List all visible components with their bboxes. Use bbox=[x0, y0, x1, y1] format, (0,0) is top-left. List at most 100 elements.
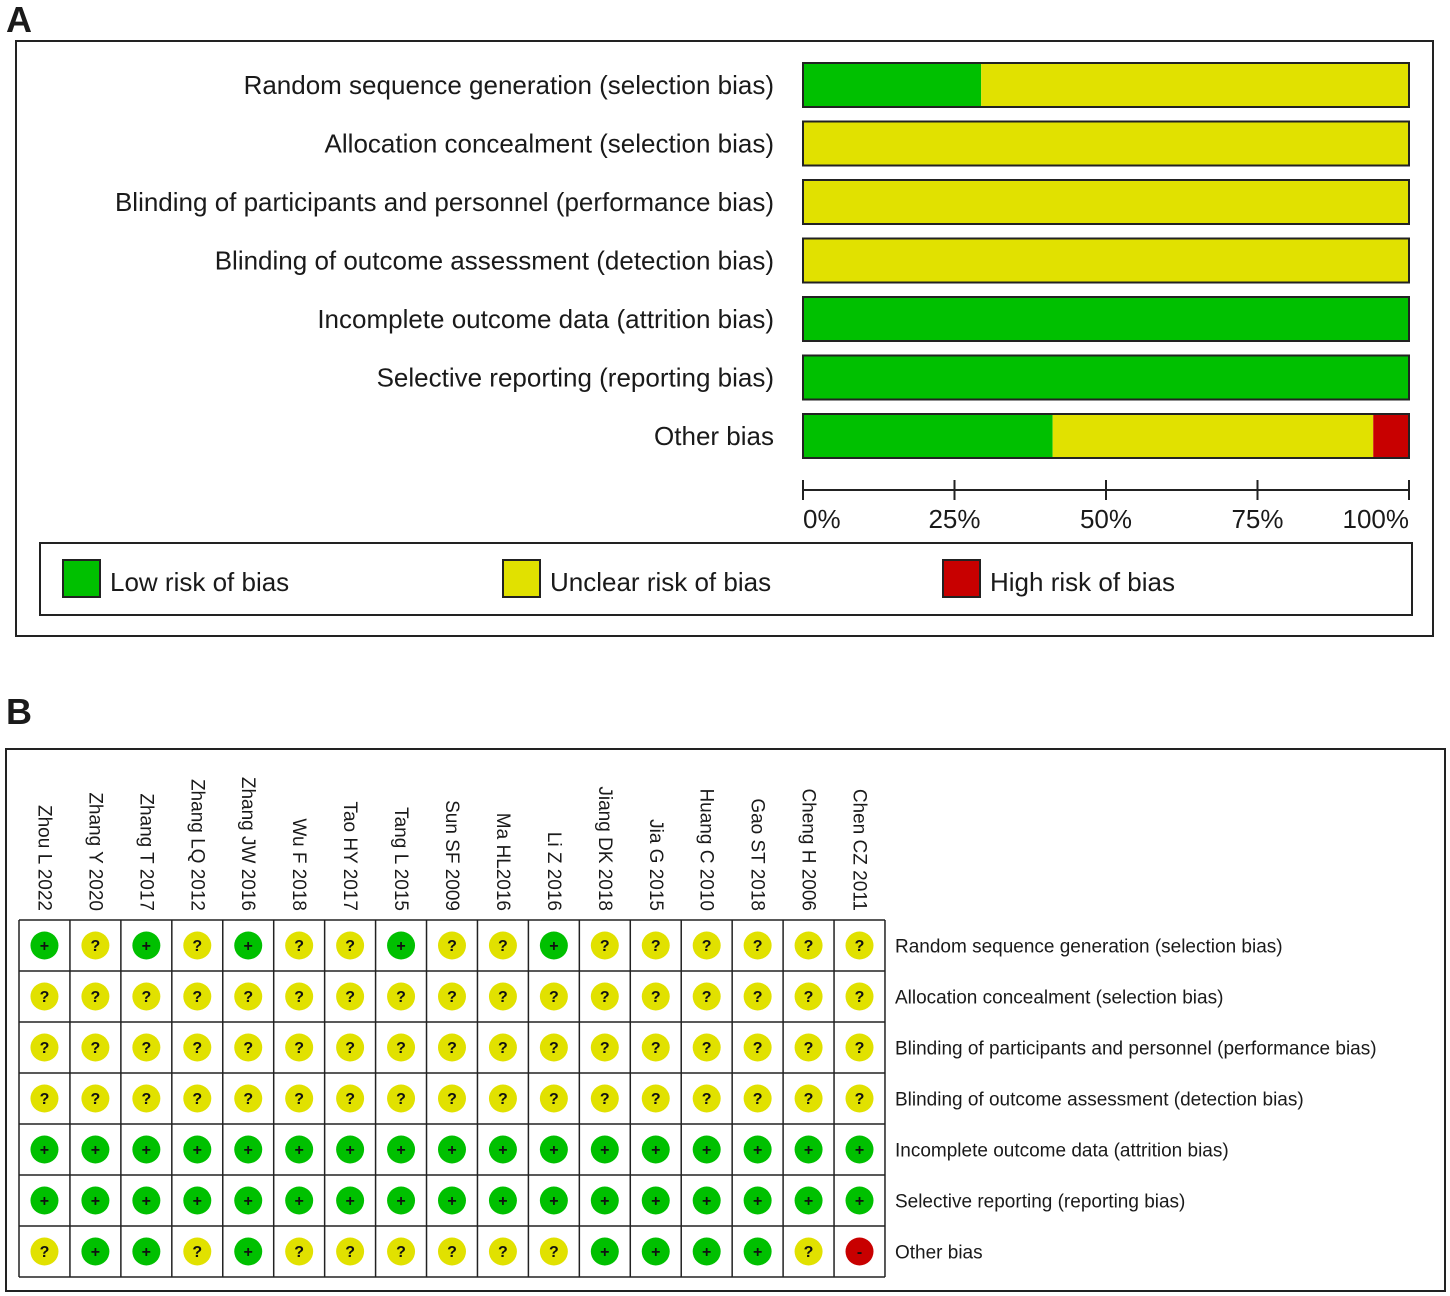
judgement-low-icon bbox=[488, 1186, 517, 1215]
judgement-symbol: ? bbox=[702, 1091, 712, 1108]
judgement-low-icon bbox=[743, 1186, 772, 1215]
domain-label: Allocation concealment (selection bias) bbox=[895, 988, 1223, 1009]
judgement-symbol: ? bbox=[855, 938, 865, 955]
judgement-low-icon bbox=[641, 1237, 670, 1266]
judgement-unclear-icon bbox=[590, 931, 619, 960]
judgement-symbol: ? bbox=[549, 1244, 559, 1261]
judgement-low-icon bbox=[132, 1186, 161, 1215]
judgement-symbol: + bbox=[651, 1244, 660, 1261]
panel-a-frame bbox=[15, 40, 1434, 637]
judgement-symbol: ? bbox=[498, 938, 508, 955]
judgement-unclear-icon bbox=[692, 1084, 721, 1113]
judgement-symbol: + bbox=[753, 1244, 762, 1261]
judgement-symbol: ? bbox=[396, 1040, 406, 1057]
judgement-symbol: ? bbox=[702, 1040, 712, 1057]
judgement-symbol: + bbox=[702, 1142, 711, 1159]
judgement-low-icon bbox=[794, 1135, 823, 1164]
study-label: Ma HL2016 bbox=[492, 813, 513, 911]
judgement-low-icon bbox=[30, 931, 59, 960]
judgement-symbol: ? bbox=[345, 1244, 355, 1261]
judgement-symbol: ? bbox=[498, 1244, 508, 1261]
judgement-symbol: + bbox=[193, 1142, 202, 1159]
bar-outline bbox=[802, 413, 1410, 459]
judgement-unclear-icon bbox=[437, 931, 466, 960]
judgement-low-icon bbox=[590, 1237, 619, 1266]
judgement-high-icon bbox=[845, 1237, 874, 1266]
judgement-symbol: ? bbox=[600, 1040, 610, 1057]
judgement-unclear-icon bbox=[845, 1084, 874, 1113]
judgement-symbol: ? bbox=[447, 1040, 457, 1057]
judgement-unclear-icon bbox=[387, 1237, 416, 1266]
judgement-symbol: + bbox=[345, 1142, 354, 1159]
judgement-low-icon bbox=[81, 1135, 110, 1164]
domain-label: Other bias bbox=[895, 1243, 983, 1264]
judgement-symbol: ? bbox=[600, 938, 610, 955]
judgement-unclear-icon bbox=[132, 1084, 161, 1113]
judgement-symbol: ? bbox=[498, 1091, 508, 1108]
judgement-symbol: + bbox=[498, 1193, 507, 1210]
judgement-unclear-icon bbox=[30, 1084, 59, 1113]
judgement-symbol: + bbox=[447, 1193, 456, 1210]
judgement-symbol: + bbox=[447, 1142, 456, 1159]
judgement-unclear-icon bbox=[641, 1084, 670, 1113]
judgement-symbol: ? bbox=[855, 1040, 865, 1057]
judgement-unclear-icon bbox=[437, 1084, 466, 1113]
judgement-unclear-icon bbox=[437, 1033, 466, 1062]
judgement-unclear-icon bbox=[387, 1084, 416, 1113]
judgement-symbol: ? bbox=[549, 1091, 559, 1108]
judgement-symbol: ? bbox=[294, 989, 304, 1006]
judgement-unclear-icon bbox=[743, 1084, 772, 1113]
judgement-symbol: ? bbox=[91, 989, 101, 1006]
judgement-unclear-icon bbox=[590, 1033, 619, 1062]
judgement-symbol: ? bbox=[804, 938, 814, 955]
judgement-symbol: ? bbox=[345, 938, 355, 955]
judgement-unclear-icon bbox=[488, 982, 517, 1011]
judgement-symbol: + bbox=[193, 1193, 202, 1210]
judgement-unclear-icon bbox=[285, 1084, 314, 1113]
judgement-symbol: + bbox=[294, 1193, 303, 1210]
judgement-unclear-icon bbox=[743, 982, 772, 1011]
judgement-unclear-icon bbox=[641, 982, 670, 1011]
judgement-low-icon bbox=[285, 1186, 314, 1215]
x-tick-label: 50% bbox=[1080, 504, 1132, 534]
legend-box bbox=[39, 542, 1413, 616]
bar-segment-high bbox=[1373, 414, 1409, 458]
judgement-symbol: + bbox=[753, 1142, 762, 1159]
category-label: Incomplete outcome data (attrition bias) bbox=[317, 304, 774, 334]
judgement-unclear-icon bbox=[743, 931, 772, 960]
judgement-symbol: ? bbox=[804, 1244, 814, 1261]
judgement-symbol: + bbox=[651, 1142, 660, 1159]
judgement-symbol: ? bbox=[243, 989, 253, 1006]
judgement-symbol: ? bbox=[192, 1091, 202, 1108]
judgement-symbol: ? bbox=[447, 1091, 457, 1108]
judgement-unclear-icon bbox=[336, 982, 365, 1011]
judgement-low-icon bbox=[387, 931, 416, 960]
judgement-symbol: ? bbox=[40, 1040, 50, 1057]
judgement-unclear-icon bbox=[183, 931, 212, 960]
judgement-symbol: ? bbox=[753, 1091, 763, 1108]
judgement-unclear-icon bbox=[743, 1033, 772, 1062]
judgement-symbol: ? bbox=[549, 989, 559, 1006]
bar-outline bbox=[802, 237, 1410, 284]
x-tick-label: 25% bbox=[928, 504, 980, 534]
judgement-symbol: ? bbox=[40, 989, 50, 1006]
judgement-symbol: ? bbox=[192, 1244, 202, 1261]
judgement-symbol: ? bbox=[91, 1091, 101, 1108]
judgement-symbol: ? bbox=[345, 989, 355, 1006]
judgement-unclear-icon bbox=[285, 982, 314, 1011]
judgement-low-icon bbox=[641, 1186, 670, 1215]
bar-segment-unclear bbox=[803, 238, 1409, 283]
judgement-symbol: + bbox=[702, 1193, 711, 1210]
legend-label-unclear: Unclear risk of bias bbox=[550, 567, 771, 597]
judgement-symbol: + bbox=[40, 1193, 49, 1210]
domain-label: Blinding of outcome assessment (detectio… bbox=[895, 1090, 1304, 1111]
judgement-symbol: ? bbox=[651, 938, 661, 955]
judgement-low-icon bbox=[437, 1135, 466, 1164]
judgement-symbol: ? bbox=[91, 1040, 101, 1057]
judgement-symbol: ? bbox=[804, 1091, 814, 1108]
study-label: Gao ST 2018 bbox=[747, 798, 768, 911]
judgement-unclear-icon bbox=[845, 1033, 874, 1062]
judgement-unclear-icon bbox=[692, 982, 721, 1011]
judgement-unclear-icon bbox=[488, 1237, 517, 1266]
panel-a-label: A bbox=[6, 0, 32, 40]
